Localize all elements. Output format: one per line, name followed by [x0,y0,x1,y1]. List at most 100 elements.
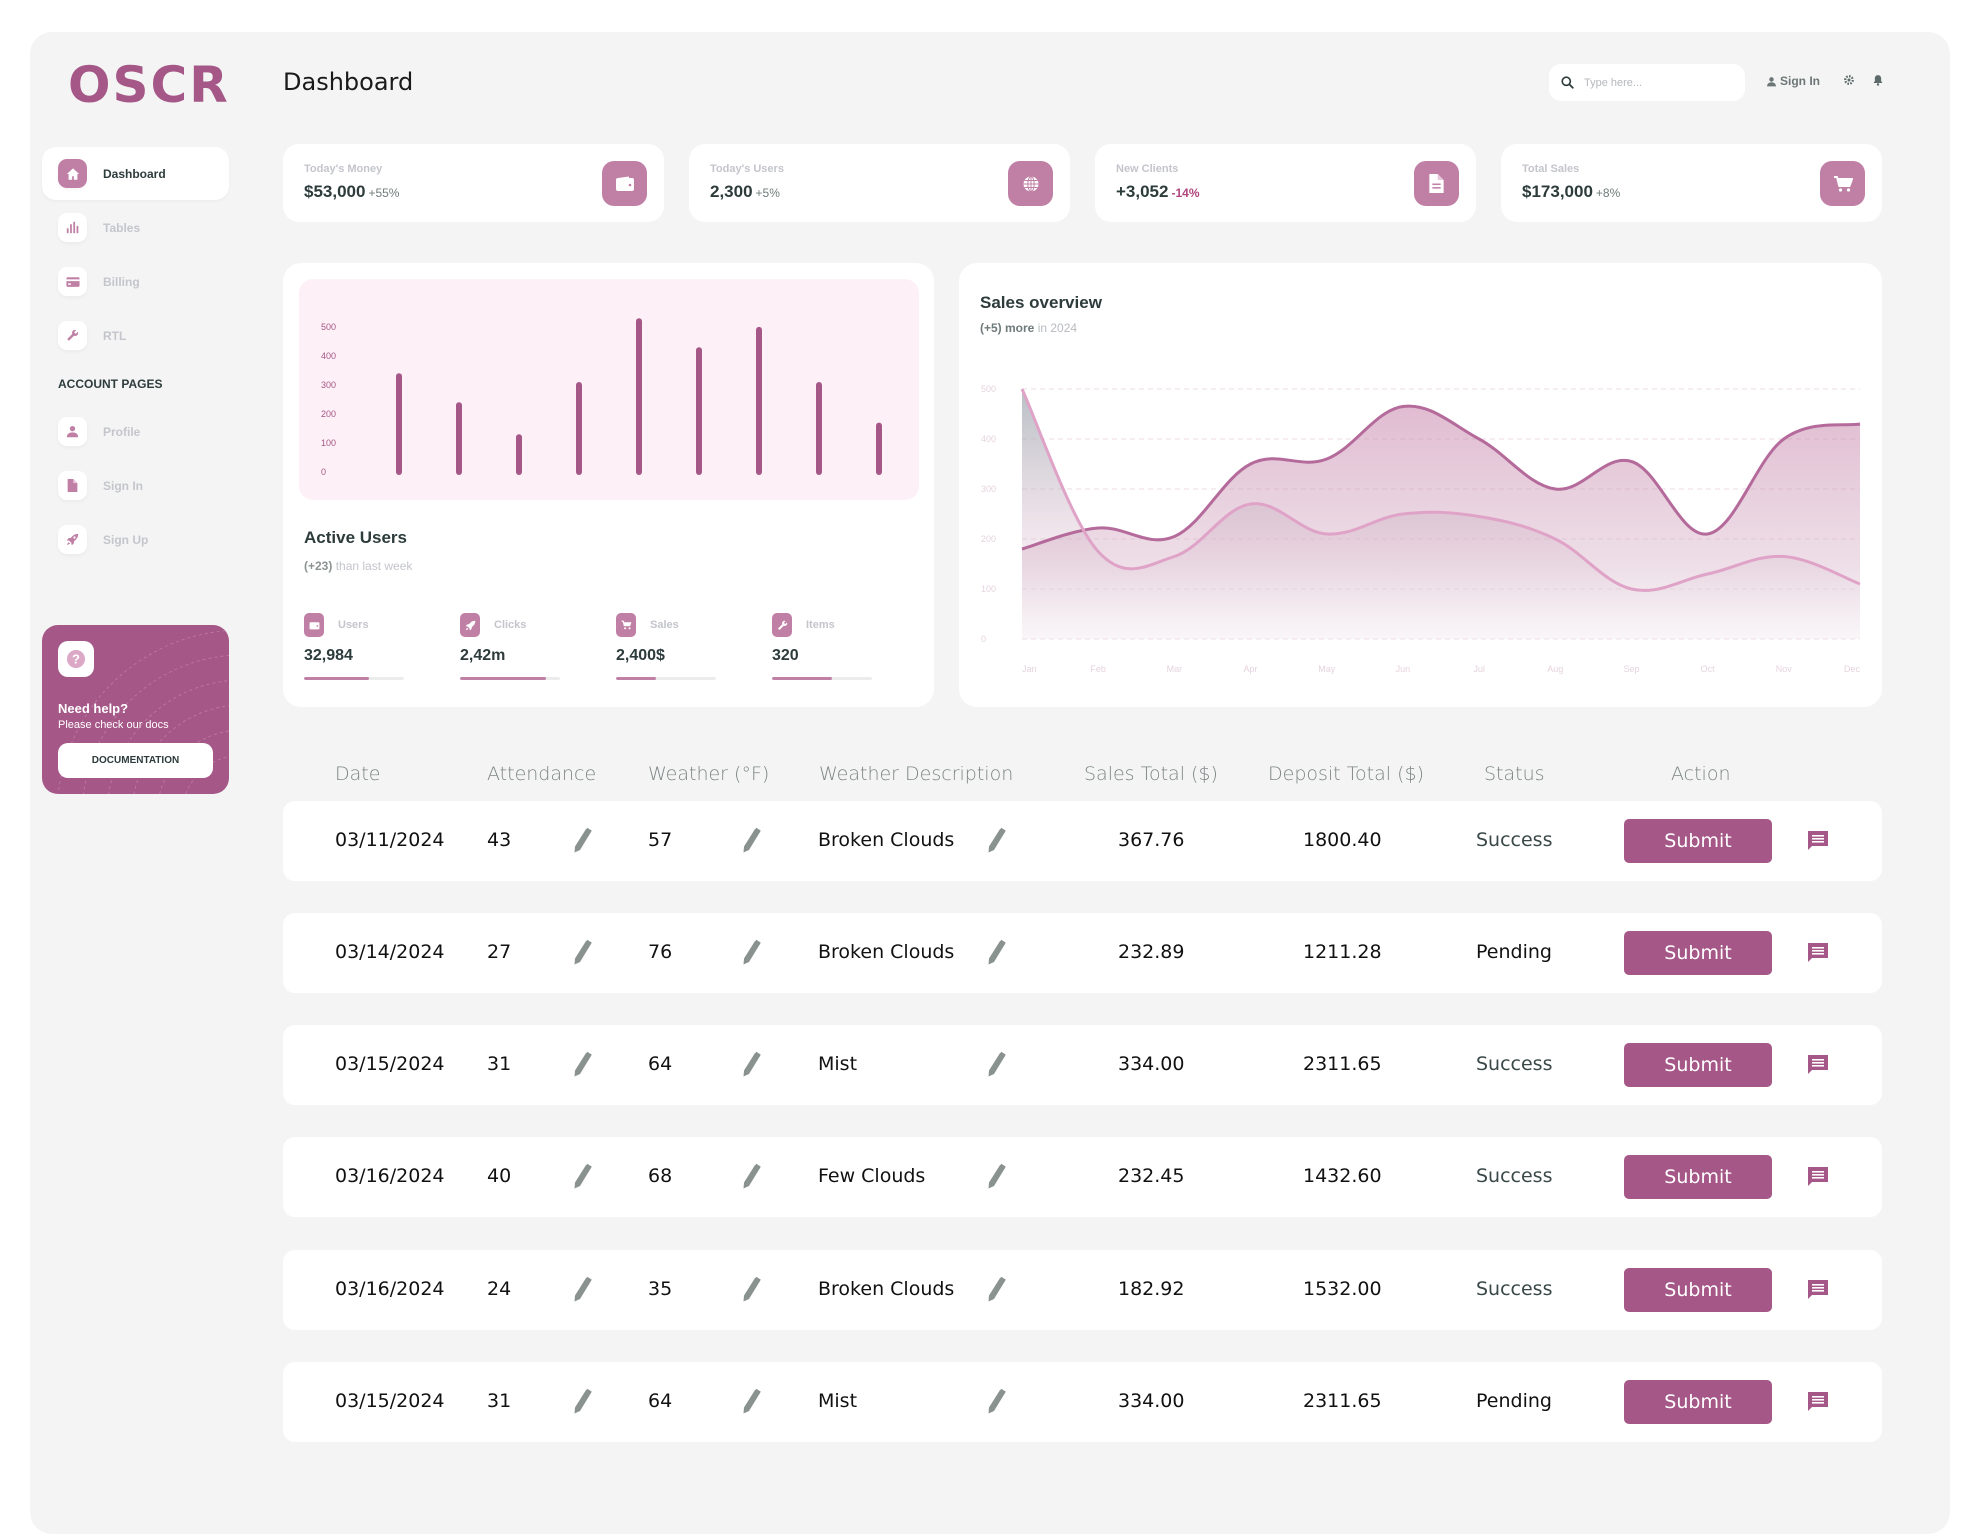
search-box[interactable] [1549,64,1745,101]
sales-overview-card: Sales overview (+5) more in 2024 0 100 200… [959,263,1882,707]
comment-button[interactable] [1806,829,1830,853]
svg-text:Mar: Mar [1167,664,1183,674]
submit-button[interactable]: Submit [1624,1380,1772,1424]
sidebar-item-billing[interactable]: Billing [42,255,229,308]
subtitle-text: than last week [332,559,413,573]
svg-text:200: 200 [321,409,336,419]
sidebar-item-tables[interactable]: Tables [42,201,229,254]
pencil-icon [738,1163,762,1193]
search-input[interactable] [1584,76,1724,89]
metric-clicks: Clicks 2,42m [460,613,560,680]
svg-text:400: 400 [981,434,996,444]
notifications-button[interactable] [1870,74,1886,90]
submit-button[interactable]: Submit [1624,1155,1772,1199]
svg-text:0: 0 [321,467,326,477]
column-header: Date [335,763,381,785]
edit-weather-button[interactable] [738,827,762,853]
edit-weather-button[interactable] [738,1388,762,1414]
metric-progress [616,677,716,680]
cell-weather: 64 [648,1390,673,1412]
gear-icon [1844,75,1854,85]
metric-progress-fill [304,677,369,680]
status-text: Success [1476,829,1553,851]
sidebar-item-dashboard[interactable]: Dashboard [42,147,229,200]
edit-attendance-button[interactable] [569,1388,593,1414]
edit-description-button[interactable] [983,827,1007,853]
user-icon [58,417,87,446]
sidebar-item-label: Dashboard [103,166,166,181]
documentation-button[interactable]: DOCUMENTATION [58,743,213,778]
svg-text:Jul: Jul [1473,664,1485,674]
stat-change: +55% [368,186,400,200]
comment-button[interactable] [1806,1278,1830,1302]
active-users-subtitle: (+23) than last week [304,559,412,573]
active-users-bar-chart: 0 100 200 300 400 500 [299,279,919,500]
submit-button[interactable]: Submit [1624,819,1772,863]
metric-value: 320 [772,647,799,664]
pencil-icon [569,1276,593,1306]
cell-date: 03/15/2024 [335,1053,445,1075]
metric-progress [304,677,404,680]
cell-weather: 35 [648,1278,673,1300]
edit-attendance-button[interactable] [569,1276,593,1302]
edit-description-button[interactable] [983,1388,1007,1414]
sign-in-link[interactable]: Sign In [1766,74,1820,88]
svg-text:Aug: Aug [1547,664,1563,674]
sign-in-label: Sign In [1780,74,1820,88]
document-icon [1414,161,1459,206]
pencil-icon [569,1388,593,1418]
metric-label: Items [806,619,835,631]
comment-button[interactable] [1806,941,1830,965]
edit-weather-button[interactable] [738,1276,762,1302]
edit-attendance-button[interactable] [569,1163,593,1189]
submit-button[interactable]: Submit [1624,931,1772,975]
submit-button[interactable]: Submit [1624,1268,1772,1312]
edit-weather-button[interactable] [738,1163,762,1189]
stat-value: $173,000 +8% [1522,182,1620,202]
svg-text:Feb: Feb [1090,664,1106,674]
edit-description-button[interactable] [983,1051,1007,1077]
metric-value: 32,984 [304,647,353,664]
search-icon [1561,76,1574,89]
sidebar-item-profile[interactable]: Profile [42,405,229,458]
comment-button[interactable] [1806,1390,1830,1414]
subtitle-highlight: (+5) more [980,321,1035,335]
sidebar-item-sign-up[interactable]: Sign Up [42,513,229,566]
cell-weather-description: Mist [818,1053,858,1075]
sidebar-item-rtl[interactable]: RTL [42,309,229,362]
pencil-icon [983,1163,1007,1193]
edit-weather-button[interactable] [738,939,762,965]
sidebar-item-sign-in[interactable]: Sign In [42,459,229,512]
edit-description-button[interactable] [983,939,1007,965]
pencil-icon [983,1276,1007,1306]
cell-deposit-total: 2311.65 [1303,1390,1382,1412]
stat-card-total-sales: Total Sales $173,000 +8% [1501,144,1882,222]
metric-users: Users 32,984 [304,613,404,680]
comment-button[interactable] [1806,1165,1830,1189]
help-card: ? Need help? Please check our docs DOCUM… [42,625,229,794]
settings-button[interactable] [1841,74,1857,90]
cell-attendance: 27 [487,941,512,963]
cell-weather: 64 [648,1053,673,1075]
pencil-icon [569,827,593,857]
edit-attendance-button[interactable] [569,827,593,853]
submit-button[interactable]: Submit [1624,1043,1772,1087]
comment-icon [1806,1055,1830,1081]
pencil-icon [983,1051,1007,1081]
sidebar-item-label: Tables [103,220,141,235]
edit-description-button[interactable] [983,1163,1007,1189]
stat-change: +8% [1595,186,1621,200]
stat-label: Today's Users [710,163,784,175]
metric-label: Clicks [494,619,527,631]
edit-attendance-button[interactable] [569,939,593,965]
edit-attendance-button[interactable] [569,1051,593,1077]
cell-deposit-total: 1800.40 [1303,829,1382,851]
home-icon [58,159,87,188]
pencil-icon [738,939,762,969]
comment-button[interactable] [1806,1053,1830,1077]
edit-description-button[interactable] [983,1276,1007,1302]
pencil-icon [569,1163,593,1193]
edit-weather-button[interactable] [738,1051,762,1077]
column-header: Sales Total ($) [1084,763,1218,785]
pencil-icon [569,1051,593,1081]
